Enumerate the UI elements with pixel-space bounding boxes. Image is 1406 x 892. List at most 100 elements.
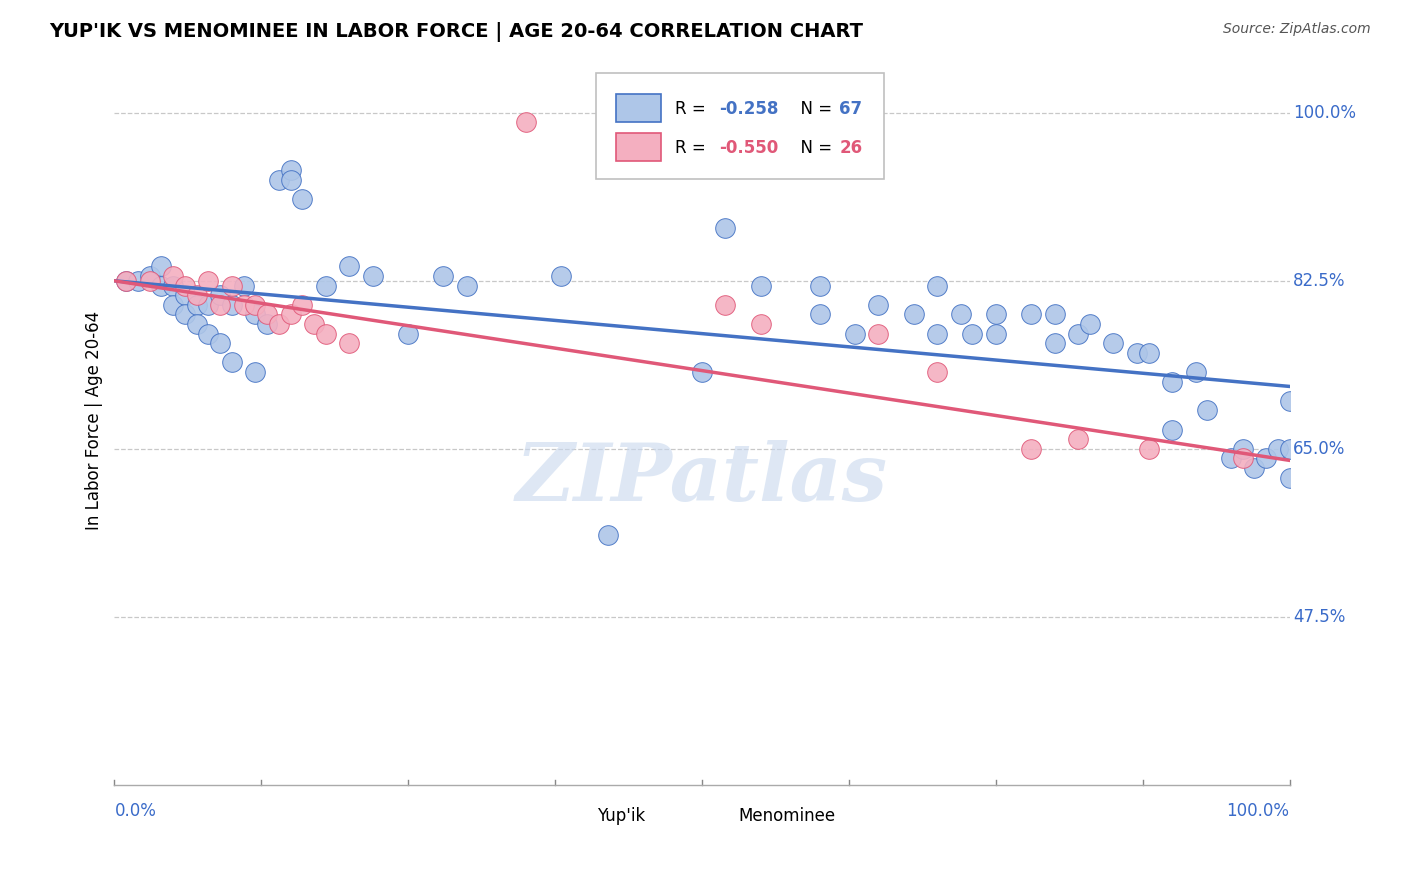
Point: [1067, 326, 1090, 341]
Text: 65.0%: 65.0%: [1294, 440, 1346, 458]
Point: [280, 163, 302, 178]
Bar: [696, 807, 731, 825]
Point: [150, 260, 173, 274]
Point: [1137, 442, 1160, 456]
Point: [256, 307, 278, 321]
Text: -0.550: -0.550: [720, 139, 779, 157]
Point: [197, 298, 219, 312]
Point: [714, 298, 737, 312]
Point: [232, 278, 254, 293]
Point: [1232, 451, 1254, 466]
Point: [209, 298, 232, 312]
Text: 82.5%: 82.5%: [1294, 272, 1346, 290]
Text: N =: N =: [790, 139, 838, 157]
Point: [903, 307, 925, 321]
Point: [1078, 317, 1101, 331]
Point: [115, 274, 138, 288]
Point: [925, 365, 948, 379]
Point: [221, 355, 243, 369]
Point: [456, 278, 478, 293]
Y-axis label: In Labor Force | Age 20-64: In Labor Force | Age 20-64: [86, 310, 103, 530]
Point: [1019, 307, 1042, 321]
Point: [174, 278, 197, 293]
Point: [1278, 442, 1301, 456]
Point: [280, 307, 302, 321]
Point: [690, 365, 713, 379]
Point: [174, 288, 197, 302]
Point: [221, 298, 243, 312]
Point: [1126, 346, 1149, 360]
Point: [245, 365, 267, 379]
Text: 100.0%: 100.0%: [1226, 802, 1289, 821]
Text: 0.0%: 0.0%: [114, 802, 156, 821]
Text: 47.5%: 47.5%: [1294, 608, 1346, 626]
Point: [984, 326, 1007, 341]
Point: [1254, 451, 1277, 466]
Text: 100.0%: 100.0%: [1294, 103, 1357, 121]
Point: [1161, 375, 1184, 389]
Point: [339, 260, 361, 274]
Point: [1161, 423, 1184, 437]
Point: [1137, 346, 1160, 360]
Point: [714, 221, 737, 235]
Point: [361, 268, 384, 283]
Point: [138, 268, 160, 283]
Point: [1102, 336, 1125, 351]
Point: [1243, 461, 1265, 475]
Point: [1184, 365, 1206, 379]
Point: [186, 298, 208, 312]
Point: [209, 336, 232, 351]
Point: [962, 326, 984, 341]
Text: 26: 26: [839, 139, 863, 157]
Point: [291, 298, 314, 312]
Point: [302, 317, 325, 331]
Point: [749, 278, 772, 293]
Point: [150, 278, 173, 293]
Point: [245, 298, 267, 312]
Point: [138, 274, 160, 288]
Point: [1019, 442, 1042, 456]
Point: [115, 274, 138, 288]
Point: [1197, 403, 1219, 417]
Bar: [616, 94, 661, 121]
Point: [808, 307, 831, 321]
Point: [1219, 451, 1241, 466]
Point: [245, 307, 267, 321]
Text: 67: 67: [839, 100, 863, 118]
Text: N =: N =: [790, 100, 838, 118]
Text: Menominee: Menominee: [738, 807, 835, 825]
Point: [550, 268, 572, 283]
Point: [868, 298, 890, 312]
Point: [1278, 470, 1301, 484]
Point: [1232, 442, 1254, 456]
Point: [174, 307, 197, 321]
Point: [315, 326, 337, 341]
Point: [127, 274, 149, 288]
Point: [925, 278, 948, 293]
Point: [256, 317, 278, 331]
Point: [221, 278, 243, 293]
Point: [515, 115, 537, 129]
Point: [1043, 336, 1066, 351]
Point: [844, 326, 866, 341]
Text: -0.258: -0.258: [720, 100, 779, 118]
Bar: [555, 807, 591, 825]
Point: [162, 268, 184, 283]
Point: [232, 298, 254, 312]
Point: [925, 326, 948, 341]
Point: [267, 173, 290, 187]
Point: [949, 307, 972, 321]
Point: [197, 274, 219, 288]
Point: [291, 192, 314, 206]
Text: ZIPatlas: ZIPatlas: [516, 440, 889, 517]
Point: [1067, 432, 1090, 446]
Bar: [616, 134, 661, 161]
Point: [1278, 393, 1301, 408]
Point: [396, 326, 419, 341]
Point: [339, 336, 361, 351]
Point: [749, 317, 772, 331]
Point: [162, 298, 184, 312]
Point: [186, 317, 208, 331]
Text: Yup'ik: Yup'ik: [598, 807, 645, 825]
Text: Source: ZipAtlas.com: Source: ZipAtlas.com: [1223, 22, 1371, 37]
